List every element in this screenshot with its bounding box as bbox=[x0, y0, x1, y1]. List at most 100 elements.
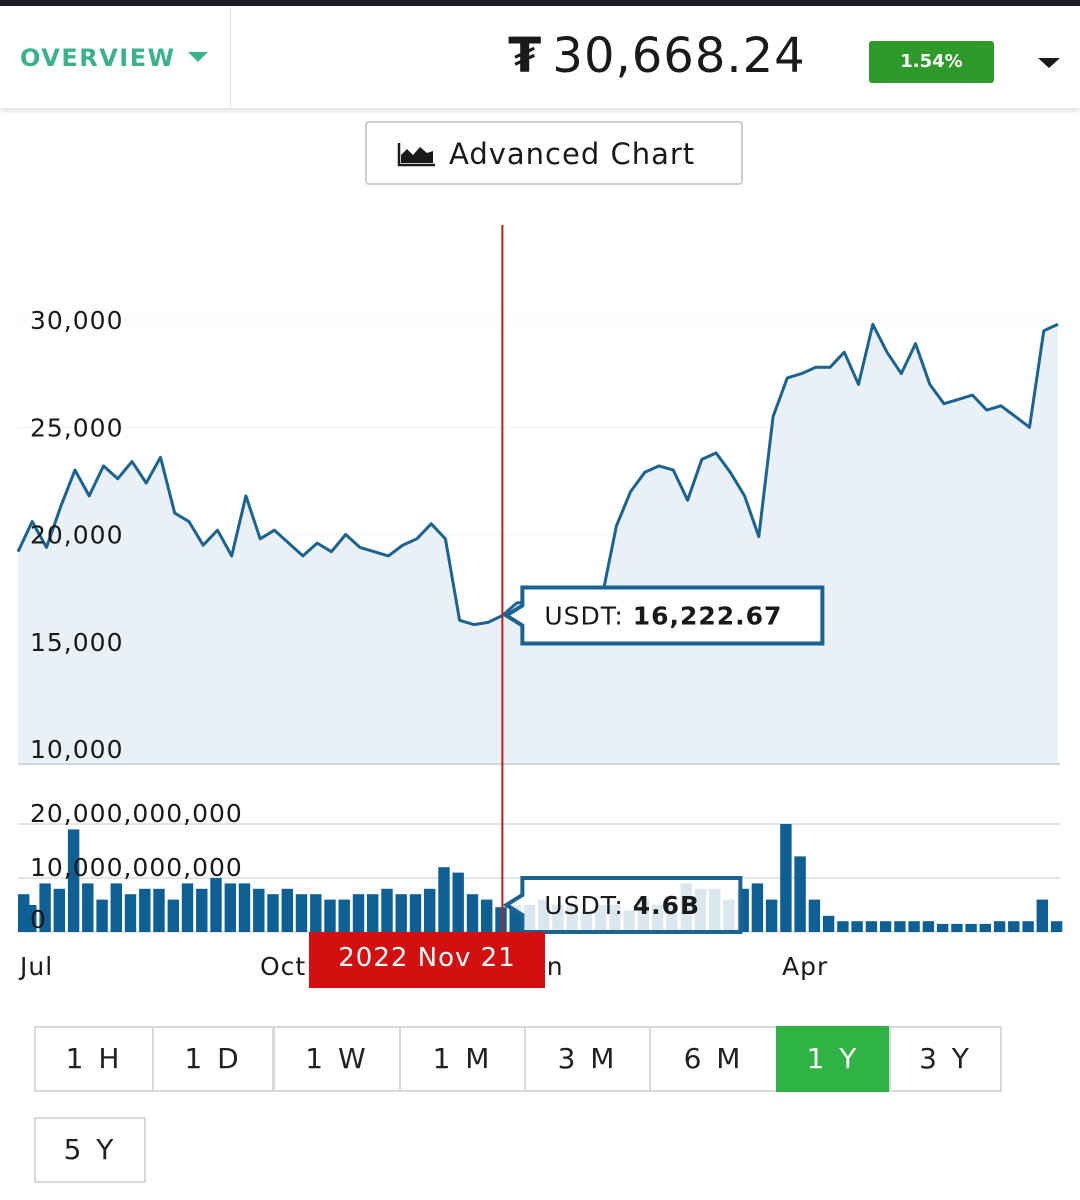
price-tooltip-label: USDT: bbox=[544, 602, 632, 631]
volume-bar bbox=[281, 888, 293, 932]
area-chart-icon bbox=[397, 143, 435, 167]
volume-bar bbox=[808, 899, 821, 932]
price-area-fill bbox=[18, 324, 1058, 763]
volume-bar bbox=[124, 894, 137, 932]
volume-tick-label: 10,000,000,000 bbox=[30, 853, 243, 882]
volume-tooltip-label: USDT: bbox=[544, 891, 632, 920]
status-bar bbox=[0, 0, 1080, 6]
volume-bar bbox=[253, 888, 265, 932]
volume-tooltip: USDT: 4.6B bbox=[502, 876, 743, 934]
volume-bar bbox=[979, 923, 991, 932]
volume-bar bbox=[894, 921, 906, 932]
price-value: 30,668.24 bbox=[552, 28, 806, 84]
volume-bar bbox=[965, 923, 977, 932]
volume-bar bbox=[1036, 899, 1048, 932]
range-button-1d[interactable]: 1 D bbox=[152, 1026, 274, 1092]
volume-bar bbox=[238, 883, 251, 932]
volume-bar bbox=[39, 883, 51, 932]
price-tick-label: 20,000 bbox=[30, 521, 123, 550]
volume-bar bbox=[1050, 921, 1063, 932]
range-button-1y[interactable]: 1 Y bbox=[776, 1026, 890, 1092]
volume-bar bbox=[922, 921, 935, 932]
volume-bar bbox=[324, 899, 336, 932]
price-tick-label: 30,000 bbox=[30, 306, 123, 335]
header-divider bbox=[230, 6, 231, 108]
volume-bar bbox=[1008, 921, 1020, 932]
volume-bar bbox=[851, 921, 863, 932]
volume-bar bbox=[751, 883, 764, 932]
volume-bar bbox=[196, 888, 208, 932]
volume-bar bbox=[765, 899, 778, 932]
volume-bar bbox=[267, 894, 279, 932]
volume-bar bbox=[837, 921, 849, 932]
overview-dropdown[interactable]: OVERVIEW bbox=[20, 44, 208, 72]
price-tick-label: 25,000 bbox=[30, 413, 123, 442]
volume-bar bbox=[424, 888, 436, 932]
x-tick-label: Oct bbox=[260, 952, 306, 981]
volume-bar bbox=[367, 894, 379, 932]
current-price: ₮ 30,668.24 bbox=[508, 28, 806, 84]
chevron-down-icon bbox=[187, 52, 208, 62]
volume-bar bbox=[737, 888, 749, 932]
price-tick-label: 10,000 bbox=[30, 735, 123, 764]
volume-bar bbox=[295, 894, 308, 932]
volume-bar bbox=[181, 883, 194, 932]
volume-bar bbox=[53, 888, 65, 932]
volume-bar bbox=[409, 894, 422, 932]
overview-label: OVERVIEW bbox=[20, 44, 176, 72]
volume-bar bbox=[110, 883, 122, 932]
volume-bar bbox=[780, 824, 792, 932]
volume-tick-label: 0 bbox=[30, 905, 47, 934]
volume-bar bbox=[395, 894, 407, 932]
range-button-3m[interactable]: 3 M bbox=[524, 1026, 651, 1092]
volume-bar bbox=[509, 905, 521, 932]
volume-bar bbox=[466, 894, 479, 932]
currency-symbol: ₮ bbox=[508, 28, 543, 84]
volume-bar bbox=[438, 867, 450, 932]
volume-tick-label: 20,000,000,000 bbox=[30, 799, 243, 828]
volume-bar bbox=[338, 899, 350, 932]
range-button-6m[interactable]: 6 M bbox=[649, 1026, 778, 1092]
volume-bar bbox=[381, 888, 393, 932]
volume-bar bbox=[1022, 921, 1034, 932]
svg-text:USDT: 16,222.67: USDT: 16,222.67 bbox=[544, 602, 782, 631]
range-button-1w[interactable]: 1 W bbox=[273, 1026, 401, 1092]
svg-text:USDT: 4.6B: USDT: 4.6B bbox=[544, 891, 700, 920]
menu-dropdown-icon[interactable] bbox=[1038, 58, 1060, 68]
volume-bar bbox=[908, 921, 920, 932]
volume-bar bbox=[310, 894, 322, 932]
volume-bar bbox=[210, 878, 222, 932]
volume-bar bbox=[794, 856, 806, 932]
volume-bar bbox=[822, 915, 835, 932]
volume-bar bbox=[936, 923, 949, 932]
volume-bar bbox=[993, 921, 1006, 932]
volume-bar bbox=[153, 888, 165, 932]
volume-bar bbox=[879, 921, 892, 932]
price-tooltip: USDT: 16,222.67 bbox=[502, 585, 825, 646]
advanced-chart-button[interactable]: Advanced Chart bbox=[365, 121, 743, 185]
date-label: 2022 Nov 21 bbox=[309, 932, 545, 988]
volume-bar bbox=[865, 921, 878, 932]
range-button-1h[interactable]: 1 H bbox=[34, 1026, 154, 1092]
date-label-text: 2022 Nov 21 bbox=[338, 943, 516, 973]
range-button-1m[interactable]: 1 M bbox=[399, 1026, 526, 1092]
volume-bar bbox=[139, 888, 151, 932]
volume-bar bbox=[495, 907, 507, 932]
volume-bar bbox=[452, 872, 464, 932]
price-tooltip-value: 16,222.67 bbox=[633, 602, 783, 631]
volume-bar bbox=[167, 899, 179, 932]
volume-bar bbox=[481, 899, 493, 932]
volume-bar bbox=[96, 899, 108, 932]
advanced-chart-label: Advanced Chart bbox=[449, 137, 696, 171]
volume-bar bbox=[352, 894, 365, 932]
range-button-3y[interactable]: 3 Y bbox=[889, 1026, 1002, 1092]
price-volume-chart[interactable]: 10,000 15,000 20,000 25,000 30,000 0 10,000,0… bbox=[0, 200, 1080, 1000]
price-tick-label: 15,000 bbox=[30, 628, 123, 657]
x-tick-label: Apr bbox=[782, 952, 828, 981]
range-button-5y[interactable]: 5 Y bbox=[34, 1117, 146, 1183]
change-badge: 1.54% bbox=[869, 41, 994, 83]
volume-bar bbox=[224, 883, 236, 932]
header-bar: OVERVIEW ₮ 30,668.24 1.54% bbox=[0, 6, 1080, 108]
volume-bar bbox=[82, 883, 94, 932]
volume-tooltip-value: 4.6B bbox=[633, 891, 700, 920]
